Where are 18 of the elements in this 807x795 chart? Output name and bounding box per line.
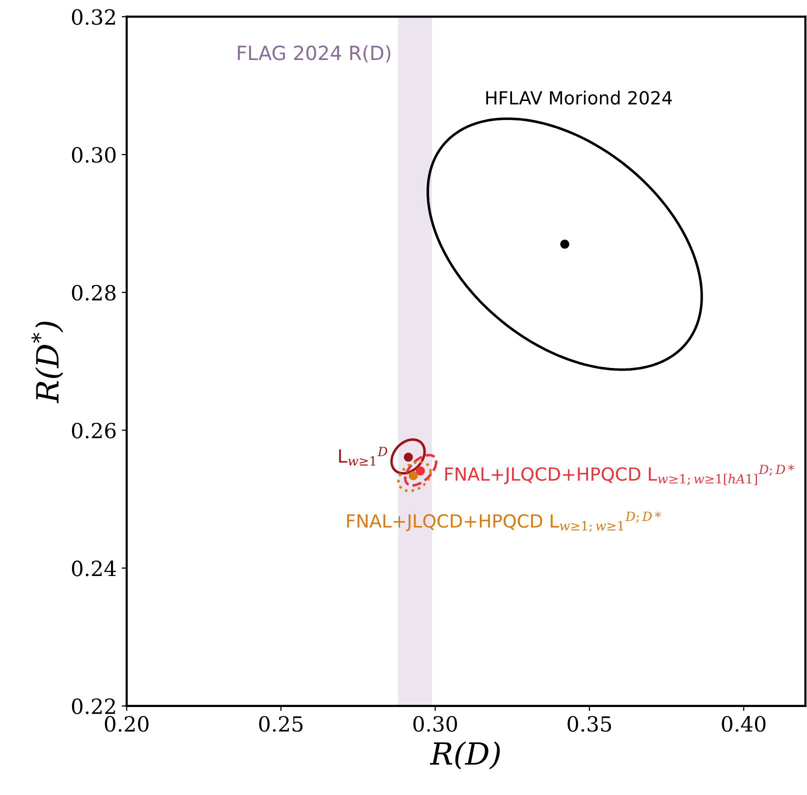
annotation: L$_{w≥1}$$^{D}$ — [339, 446, 388, 466]
band-label: FLAG 2024 R(D) — [238, 45, 390, 63]
x-tick-label: 0.35 — [568, 716, 612, 732]
x-tick-label: 0.40 — [722, 716, 766, 732]
y-axis-title: R(D$^{*}$) — [31, 322, 64, 404]
y-tick-label: 0.24 — [72, 560, 116, 576]
y-tick-label: 0.26 — [72, 422, 116, 438]
y-tick-label: 0.32 — [72, 9, 115, 25]
x-axis-title: R(D) — [430, 741, 500, 770]
annotation: FNAL+JLQCD+HPQCD L$_{w≥1;w≥1}$$^{D;D*}$ — [347, 512, 661, 532]
x-tick-label: 0.20 — [104, 716, 149, 732]
y-tick-label: 0.22 — [72, 698, 115, 714]
annotation: HFLAV Moriond 2024 — [486, 90, 672, 105]
x-tick-label: 0.25 — [259, 716, 303, 732]
x-tick-label: 0.30 — [413, 716, 458, 732]
y-tick-label: 0.30 — [72, 147, 116, 163]
annotation: FNAL+JLQCD+HPQCD L$_{w≥1;w≥1[hA1]}$$^{D;D*}$ — [445, 464, 794, 486]
y-tick-label: 0.28 — [72, 284, 116, 301]
